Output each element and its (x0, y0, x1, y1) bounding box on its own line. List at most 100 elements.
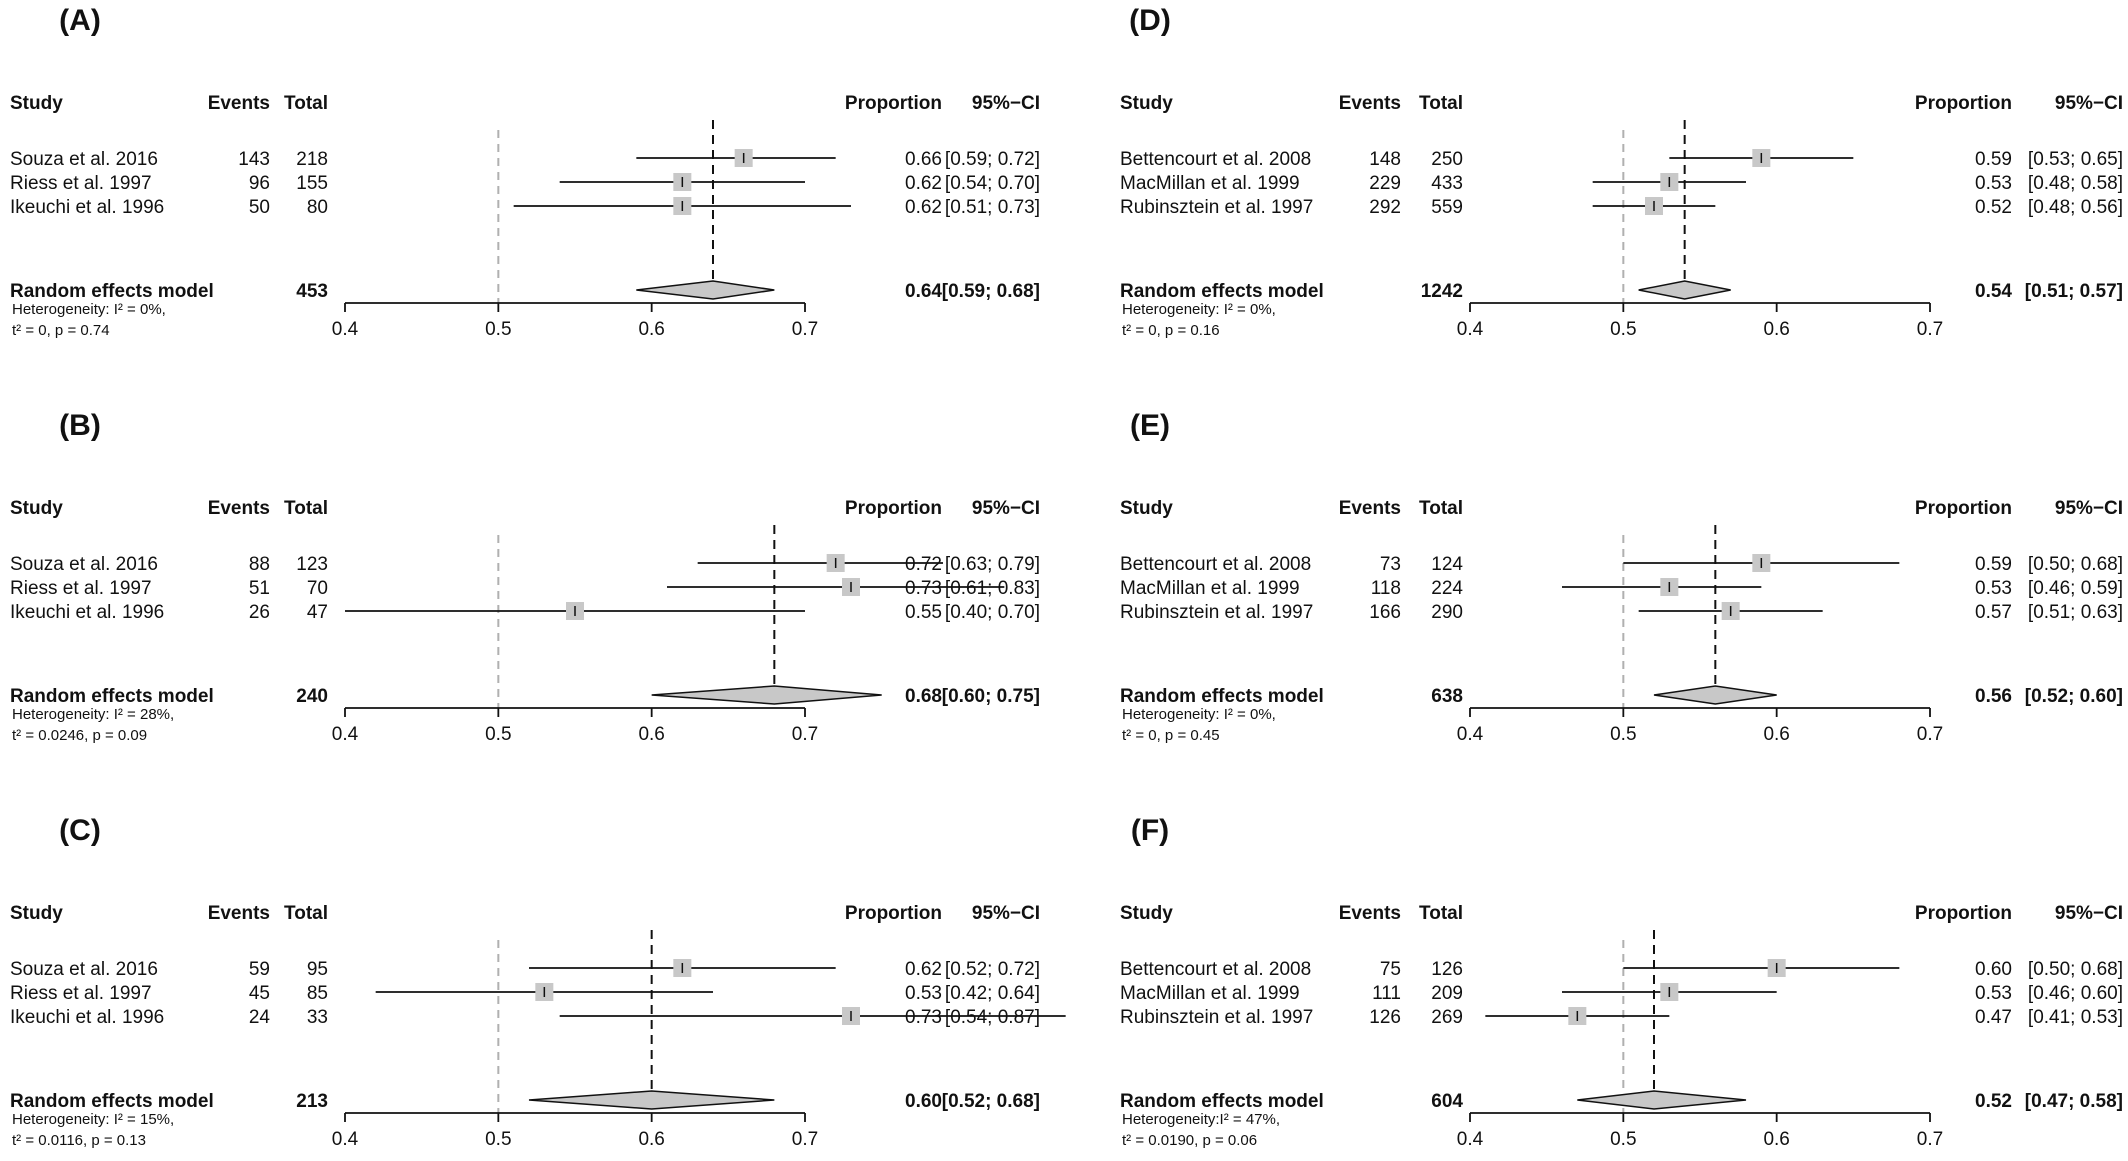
pooled-ci: [0.52; 0.60] (2025, 686, 2123, 707)
x-tick-label: 0.6 (638, 319, 664, 340)
panel-label: (D) (1129, 4, 1171, 37)
study-events: 229 (1369, 173, 1401, 194)
x-tick-label: 0.7 (1917, 724, 1943, 745)
heterogeneity-text: Heterogeneity: I² = 0%, (1122, 706, 1276, 723)
study-proportion: 0.59 (1975, 149, 2012, 170)
study-ci: [0.61; 0.83] (945, 578, 1040, 599)
x-tick-label: 0.7 (792, 319, 818, 340)
header-ci: 95%−CI (972, 93, 1040, 114)
pooled-ci: [0.60; 0.75] (942, 686, 1040, 707)
pooled-label: Random effects model (1120, 281, 1324, 302)
x-tick-label: 0.5 (485, 724, 511, 745)
header-study: Study (10, 498, 63, 519)
pooled-label: Random effects model (10, 686, 214, 707)
pooled-proportion: 0.68 (905, 686, 942, 707)
study-name: Bettencourt et al. 2008 (1120, 149, 1311, 170)
study-proportion: 0.53 (1975, 983, 2012, 1004)
x-tick-label: 0.6 (1763, 724, 1789, 745)
forest-panel: (D) Study Events Total Proportion 95%−CI Bette… (1120, 4, 2123, 340)
study-ci: [0.42; 0.64] (945, 983, 1040, 1004)
study-ci: [0.51; 0.63] (2028, 602, 2123, 623)
heterogeneity-stats: t² = 0.0116, p = 0.13 (12, 1132, 146, 1149)
header-ci: 95%−CI (972, 498, 1040, 519)
study-total: 47 (307, 602, 328, 623)
header-study: Study (1120, 93, 1173, 114)
heterogeneity-text: Heterogeneity: I² = 0%, (12, 301, 166, 318)
header-events: Events (1339, 498, 1401, 519)
study-proportion: 0.53 (1975, 578, 2012, 599)
header-events: Events (208, 93, 270, 114)
pooled-total: 453 (296, 281, 328, 302)
pooled-total: 604 (1431, 1091, 1463, 1112)
pooled-total: 638 (1431, 686, 1463, 707)
x-tick-label: 0.5 (485, 1129, 511, 1150)
study-proportion: 0.47 (1975, 1007, 2012, 1028)
header-total: Total (284, 498, 328, 519)
study-proportion: 0.62 (905, 197, 942, 218)
study-name: Souza et al. 2016 (10, 959, 158, 980)
study-proportion: 0.72 (905, 554, 942, 575)
study-events: 292 (1369, 197, 1401, 218)
pooled-ci: [0.52; 0.68] (942, 1091, 1040, 1112)
x-tick-label: 0.7 (792, 724, 818, 745)
study-name: MacMillan et al. 1999 (1120, 983, 1300, 1004)
study-events: 24 (249, 1007, 271, 1028)
study-total: 433 (1431, 173, 1463, 194)
study-total: 209 (1431, 983, 1463, 1004)
study-events: 73 (1380, 554, 1401, 575)
heterogeneity-stats: t² = 0, p = 0.16 (1122, 322, 1220, 339)
header-events: Events (1339, 903, 1401, 924)
study-proportion: 0.73 (905, 1007, 942, 1028)
header-study: Study (10, 93, 63, 114)
header-events: Events (208, 903, 270, 924)
x-tick-label: 0.7 (1917, 1129, 1943, 1150)
heterogeneity-stats: t² = 0, p = 0.45 (1122, 727, 1220, 744)
study-ci: [0.50; 0.68] (2028, 554, 2123, 575)
panel-label: (B) (59, 409, 101, 442)
study-ci: [0.59; 0.72] (945, 149, 1040, 170)
study-ci: [0.41; 0.53] (2028, 1007, 2123, 1028)
pooled-diamond (1638, 280, 1731, 300)
study-ci: [0.52; 0.72] (945, 959, 1040, 980)
study-name: Bettencourt et al. 2008 (1120, 959, 1311, 980)
study-name: Ikeuchi et al. 1996 (10, 197, 164, 218)
study-name: Ikeuchi et al. 1996 (10, 1007, 164, 1028)
study-proportion: 0.53 (1975, 173, 2012, 194)
panel-label: (F) (1131, 814, 1169, 847)
forest-panel: (B) Study Events Total Proportion 95%−CI Souza… (10, 409, 1040, 745)
pooled-diamond (1577, 1090, 1747, 1110)
pooled-ci: [0.59; 0.68] (942, 281, 1040, 302)
x-tick-label: 0.4 (1457, 319, 1484, 340)
panel-label: (A) (59, 4, 101, 37)
x-tick-label: 0.5 (485, 319, 511, 340)
x-tick-label: 0.4 (332, 724, 359, 745)
header-proportion: Proportion (845, 498, 942, 519)
study-proportion: 0.57 (1975, 602, 2012, 623)
study-total: 155 (296, 173, 328, 194)
study-events: 26 (249, 602, 270, 623)
study-proportion: 0.62 (905, 959, 942, 980)
header-ci: 95%−CI (2055, 498, 2123, 519)
study-ci: [0.40; 0.70] (945, 602, 1040, 623)
study-ci: [0.54; 0.70] (945, 173, 1040, 194)
study-total: 80 (307, 197, 328, 218)
study-events: 148 (1369, 149, 1401, 170)
study-total: 250 (1431, 149, 1463, 170)
header-study: Study (1120, 903, 1173, 924)
study-proportion: 0.59 (1975, 554, 2012, 575)
pooled-label: Random effects model (1120, 686, 1324, 707)
pooled-diamond (651, 685, 882, 705)
x-tick-label: 0.6 (638, 724, 664, 745)
header-proportion: Proportion (1915, 498, 2012, 519)
pooled-total: 240 (296, 686, 328, 707)
forest-panel: (A) Study Events Total Proportion 95%−CI Souza… (10, 4, 1040, 340)
header-proportion: Proportion (845, 93, 942, 114)
study-events: 51 (249, 578, 270, 599)
header-proportion: Proportion (1915, 93, 2012, 114)
x-tick-label: 0.6 (1763, 1129, 1789, 1150)
study-proportion: 0.60 (1975, 959, 2012, 980)
pooled-label: Random effects model (1120, 1091, 1324, 1112)
study-ci: [0.48; 0.56] (2028, 197, 2123, 218)
study-name: Riess et al. 1997 (10, 983, 152, 1004)
study-name: Bettencourt et al. 2008 (1120, 554, 1311, 575)
